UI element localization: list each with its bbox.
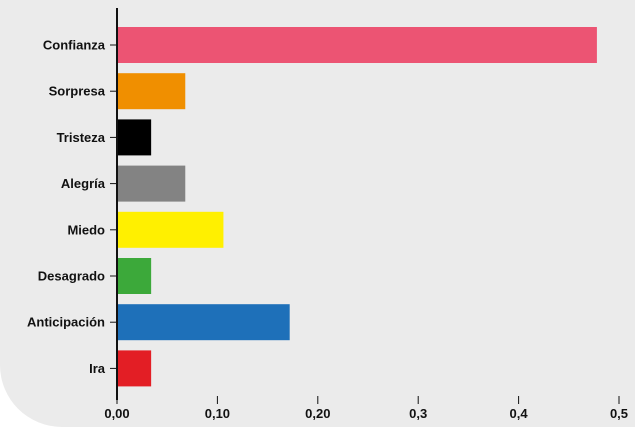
category-label-anticipacion: Anticipación xyxy=(27,315,105,330)
category-label-ira: Ira xyxy=(89,361,106,376)
bar-miedo xyxy=(117,211,224,248)
bar-sorpresa xyxy=(117,73,186,110)
category-label-miedo: Miedo xyxy=(67,222,105,237)
x-tick-label: 0,5 xyxy=(610,406,628,421)
bar-alegria xyxy=(117,165,186,202)
x-axis: 0,00 0,10 0,20 0,3 0,4 0,5 xyxy=(104,396,628,421)
bar-anticipacion xyxy=(117,304,290,341)
bar-group xyxy=(117,27,597,387)
x-tick-label: 0,4 xyxy=(510,406,529,421)
x-tick-label: 0,00 xyxy=(104,406,129,421)
category-label-sorpresa: Sorpresa xyxy=(49,84,106,99)
category-label-tristeza: Tristeza xyxy=(57,130,106,145)
bar-tristeza xyxy=(117,119,152,156)
category-label-confianza: Confianza xyxy=(43,38,106,53)
category-label-alegria: Alegría xyxy=(61,176,106,191)
bar-desagrado xyxy=(117,258,152,294)
category-label-desagrado: Desagrado xyxy=(38,269,105,284)
y-axis xyxy=(110,8,118,400)
bar-confianza xyxy=(117,27,597,63)
x-tick-label: 0,10 xyxy=(205,406,230,421)
category-labels: Confianza Sorpresa Tristeza Alegría Miedo Des… xyxy=(27,38,106,376)
x-tick-label: 0,3 xyxy=(409,406,427,421)
bar-ira xyxy=(117,350,152,387)
x-tick-label: 0,20 xyxy=(305,406,330,421)
